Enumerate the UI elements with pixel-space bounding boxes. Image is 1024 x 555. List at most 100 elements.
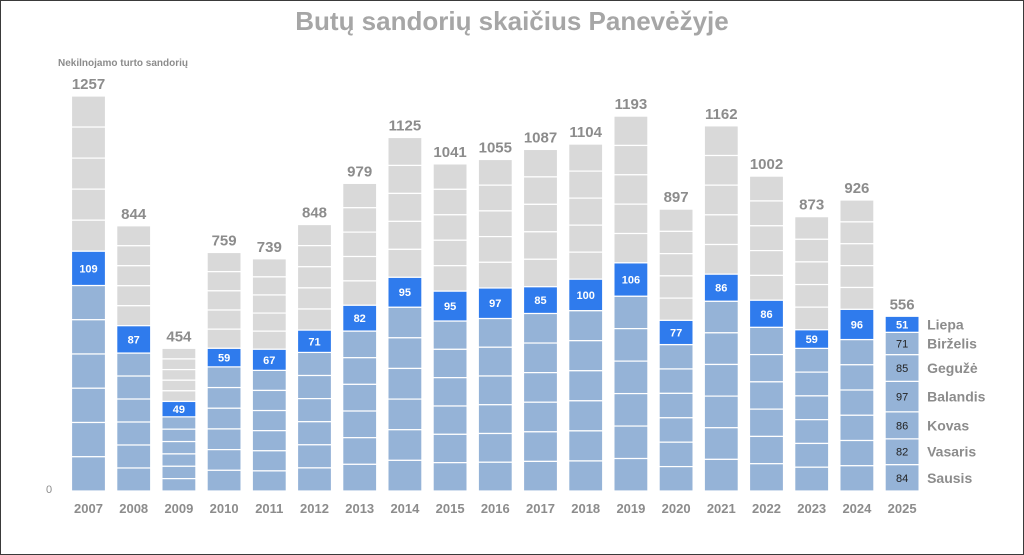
- bar-segment-months: [251, 430, 287, 452]
- x-tick-label: 2011: [255, 501, 283, 516]
- bar-segment-rest: [658, 297, 694, 321]
- bar-segment-rest: [703, 184, 739, 216]
- x-tick-label: 2024: [842, 501, 872, 516]
- bar-segment-rest: [432, 265, 468, 292]
- bar-segment-rest: [522, 203, 559, 233]
- bar-segment-rest: [251, 276, 287, 296]
- bar-segment-rest: [794, 283, 830, 308]
- bar-segment-rest: [568, 170, 604, 199]
- y-axis-zero-label: 0: [46, 484, 53, 496]
- bar-segment-months: [839, 338, 875, 366]
- bar-segment-months: [296, 421, 333, 446]
- bar-segment-months: [794, 442, 830, 468]
- x-tick-label: 2013: [345, 501, 374, 516]
- x-tick-label: 2023: [797, 501, 826, 516]
- bar-segment-months: [161, 453, 197, 467]
- bar-segment-months: [432, 433, 468, 464]
- bar-segment-months: [839, 364, 875, 391]
- bar-segment-months: [839, 414, 875, 442]
- bar-segment-rest: [387, 248, 423, 278]
- bar-segment-months: [206, 366, 242, 389]
- bar-segment-months: [432, 405, 468, 435]
- bar-segment-rest: [70, 157, 107, 190]
- x-tick-label: 2015: [436, 501, 465, 516]
- bar-total-label: 873: [799, 197, 824, 214]
- bar-segment-months: [432, 320, 468, 350]
- x-tick-label: 2020: [662, 501, 691, 516]
- bar-july-label: 96: [851, 319, 863, 331]
- bar-segment-months: [703, 363, 739, 397]
- bar-segment-rest: [568, 251, 604, 280]
- bar-segment-months: [432, 348, 468, 379]
- bar-segment-rest: [342, 280, 378, 306]
- bar-july-label: 77: [670, 327, 682, 339]
- bar-segment-rest: [296, 266, 333, 289]
- bar-segment-months: [477, 432, 513, 463]
- bar-segment-rest: [432, 163, 468, 190]
- bar-segment-months: [70, 284, 107, 321]
- bar-segment-months: [477, 317, 513, 348]
- bar-total-label: 1162: [705, 106, 738, 123]
- bar-segment-months: [748, 381, 785, 410]
- bar-segment-months: [522, 460, 559, 492]
- current-month-name-label: Gegužė: [927, 360, 978, 376]
- bar-segment-rest: [658, 253, 694, 277]
- bar-segment-rest: [296, 223, 333, 247]
- current-month-value-label: 51: [896, 319, 908, 331]
- bar-segment-months: [161, 416, 197, 430]
- bar-segment-months: [477, 375, 513, 406]
- bar-segment-rest: [568, 224, 604, 253]
- bar-segment-months: [296, 398, 333, 423]
- bar-segment-rest: [748, 274, 785, 301]
- x-tick-label: 2018: [571, 501, 600, 516]
- bar-segment-months: [296, 467, 333, 492]
- bar-segment-july: [342, 304, 378, 332]
- bar-segment-months: [613, 328, 649, 362]
- bar-segment-months: [206, 428, 242, 451]
- bar-segment-months: [70, 456, 107, 492]
- bar-segment-months: [387, 306, 423, 339]
- bar-segment-months: [251, 389, 287, 412]
- bar-segment-rest: [161, 368, 197, 381]
- bar-total-label: 926: [844, 180, 869, 197]
- bar-total-label: 844: [121, 206, 147, 223]
- bar-segment-rest: [432, 239, 468, 267]
- bar-segment-months: [387, 367, 423, 400]
- bar-segment-rest: [116, 305, 152, 327]
- bar-segment-months: [794, 371, 830, 397]
- bar-segment-rest: [116, 265, 152, 287]
- bar-segment-months: [522, 342, 559, 374]
- bar-segment-months: [206, 449, 242, 471]
- bar-segment-months: [70, 387, 107, 424]
- bar-segment-rest: [251, 312, 287, 332]
- bar-total-label: 979: [347, 163, 372, 180]
- bar-segment-july: [116, 325, 152, 354]
- x-tick-label: 2010: [210, 501, 239, 516]
- bar-july-label: 59: [806, 334, 818, 346]
- bar-total-label: 1002: [750, 156, 783, 173]
- bar-segment-rest: [477, 184, 513, 212]
- bar-segment-months: [387, 459, 423, 492]
- bar-segment-months: [342, 383, 378, 412]
- bar-segment-months: [794, 466, 830, 492]
- bar-segment-months: [206, 407, 242, 430]
- bar-segment-months: [251, 450, 287, 472]
- bar-segment-july: [206, 347, 242, 368]
- bar-segment-months: [568, 310, 604, 342]
- x-tick-label: 2012: [300, 501, 329, 516]
- bar-total-label: 1041: [433, 144, 466, 161]
- bar-segment-july: [432, 290, 468, 322]
- current-month-value-label: 71: [896, 338, 908, 350]
- bar-segment-rest: [477, 261, 513, 289]
- bar-segment-months: [613, 392, 649, 427]
- bar-segment-rest: [839, 221, 875, 245]
- bar-total-label: 1055: [479, 139, 512, 156]
- bar-segment-months: [251, 409, 287, 432]
- bar-segment-rest: [161, 347, 197, 360]
- bar-july-label: 85: [534, 295, 546, 307]
- current-month-name-label: Birželis: [927, 335, 977, 351]
- bar-segment-july: [477, 287, 513, 320]
- bar-segment-rest: [206, 309, 242, 330]
- bar-segment-months: [748, 326, 785, 356]
- bar-segment-rest: [70, 188, 107, 221]
